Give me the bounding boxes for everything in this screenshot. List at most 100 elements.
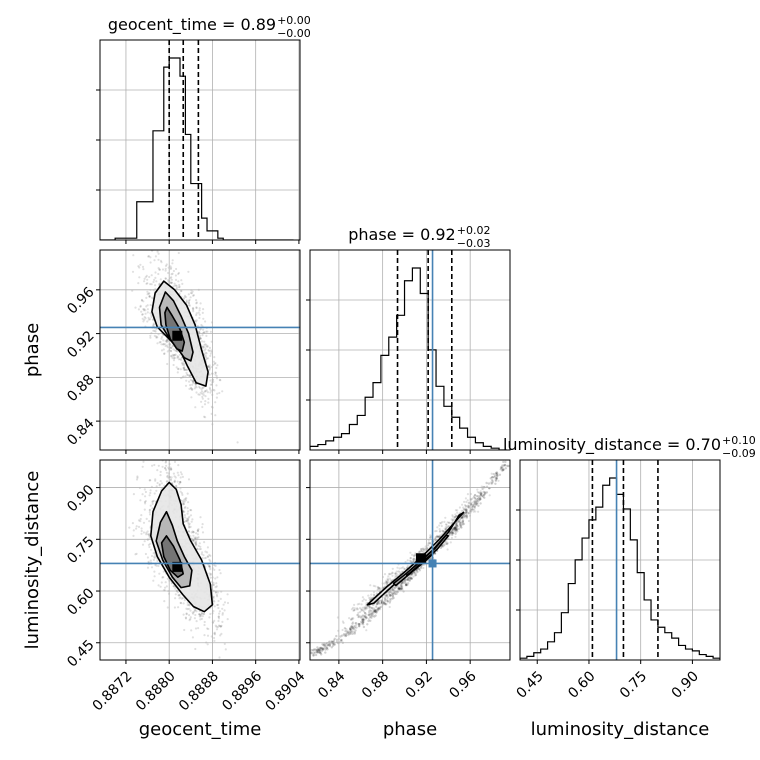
scatter-point xyxy=(378,587,381,590)
scatter-point xyxy=(324,651,327,654)
scatter-point xyxy=(385,594,388,597)
scatter-point xyxy=(134,306,137,309)
scatter-point xyxy=(353,626,356,629)
scatter-point xyxy=(417,550,421,554)
scatter-point xyxy=(364,606,367,609)
scatter-point xyxy=(187,530,190,533)
scatter-point xyxy=(399,585,403,588)
scatter-point xyxy=(434,536,437,539)
scatter-point xyxy=(463,508,466,512)
scatter-point xyxy=(462,521,465,524)
scatter-point xyxy=(310,648,313,652)
scatter-point xyxy=(141,313,144,316)
scatter-point xyxy=(203,331,206,334)
scatter-point xyxy=(206,546,209,549)
scatter-point xyxy=(451,519,454,522)
scatter-point xyxy=(383,602,386,605)
scatter-point xyxy=(471,508,474,511)
scatter-point xyxy=(203,634,206,637)
scatter-point xyxy=(208,364,211,367)
scatter-point xyxy=(363,615,367,618)
scatter-point xyxy=(173,475,176,478)
scatter-point xyxy=(195,391,198,394)
scatter-point xyxy=(180,362,184,365)
scatter-point xyxy=(137,282,140,285)
scatter-point xyxy=(192,540,195,543)
scatter-point xyxy=(148,494,151,497)
scatter-point xyxy=(170,355,173,358)
scatter-point xyxy=(202,386,205,389)
scatter-point xyxy=(418,567,421,571)
xtick-label-phase: 0.92 xyxy=(403,668,436,701)
scatter-point xyxy=(208,373,211,376)
scatter-point xyxy=(388,572,391,576)
scatter-point xyxy=(422,548,425,552)
scatter-point xyxy=(164,343,167,346)
scatter-point xyxy=(191,636,194,639)
scatter-point xyxy=(363,607,366,611)
scatter-point xyxy=(449,541,452,544)
scatter-point xyxy=(509,456,511,458)
scatter-point xyxy=(448,533,451,536)
scatter-point xyxy=(155,280,158,283)
hist-content-phase xyxy=(310,250,507,450)
scatter-point xyxy=(154,284,157,287)
scatter-point xyxy=(383,582,386,585)
ytick-label-phase: 0.84 xyxy=(64,415,97,448)
scatter-point xyxy=(214,371,217,374)
scatter-point xyxy=(405,583,408,586)
scatter-point xyxy=(214,586,217,589)
scatter-point xyxy=(456,530,459,533)
scatter-point xyxy=(511,456,513,458)
scatter-point xyxy=(403,567,406,571)
scatter-point xyxy=(187,302,190,305)
scatter-point xyxy=(192,294,195,297)
scatter-point xyxy=(176,591,179,594)
scatter-point xyxy=(496,472,499,475)
scatter-point xyxy=(436,535,439,538)
scatter-point xyxy=(191,388,194,391)
scatter-point xyxy=(460,526,463,529)
scatter-point xyxy=(452,526,456,529)
scatter-point xyxy=(159,585,162,588)
scatter-point xyxy=(153,556,156,560)
scatter-point xyxy=(377,601,380,604)
scatter-point xyxy=(190,520,193,523)
scatter-point xyxy=(457,527,460,531)
scatter-point xyxy=(394,586,397,590)
scatter-point xyxy=(455,523,459,527)
scatter-point xyxy=(398,570,401,574)
scatter-point xyxy=(146,533,149,536)
scatter-point xyxy=(147,316,150,319)
scatter-point xyxy=(160,581,163,584)
scatter-point xyxy=(369,613,372,616)
scatter-point xyxy=(351,630,354,633)
scatter-point xyxy=(369,598,372,601)
scatter-point xyxy=(426,544,429,547)
contour-middle-2 xyxy=(392,534,450,587)
scatter-point xyxy=(320,649,324,652)
scatter-point xyxy=(188,619,191,622)
scatter-point xyxy=(158,341,161,344)
scatter-point xyxy=(440,524,443,528)
scatter-point xyxy=(361,619,365,622)
scatter-point xyxy=(177,272,180,276)
scatter-point xyxy=(391,571,394,574)
scatter-point xyxy=(435,529,438,533)
scatter-point xyxy=(212,581,215,585)
scatter-point xyxy=(198,307,201,310)
scatter-point xyxy=(187,603,191,606)
scatter-point xyxy=(204,390,207,393)
scatter-point xyxy=(185,371,188,374)
scatter-point xyxy=(191,530,194,533)
scatter-point xyxy=(410,560,413,563)
scatter-point xyxy=(149,261,152,264)
scatter-point xyxy=(165,455,167,457)
scatter-point xyxy=(176,480,179,483)
scatter-point xyxy=(206,330,209,333)
scatter-point xyxy=(148,295,151,298)
scatter-point xyxy=(466,506,469,509)
scatter-point xyxy=(207,397,210,400)
scatter-point xyxy=(372,607,375,610)
scatter-point xyxy=(187,519,190,522)
